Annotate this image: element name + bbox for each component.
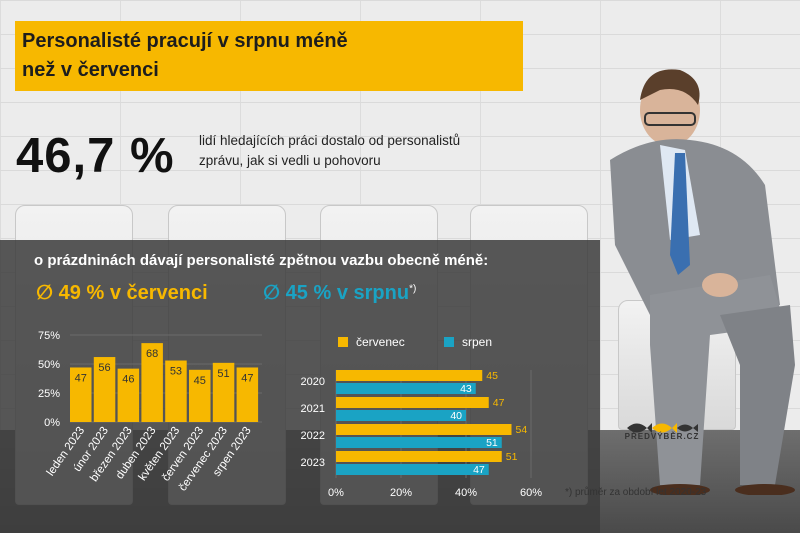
bar	[141, 343, 163, 422]
stat-text-line-1: lidí hledajících práci dostalo od person…	[199, 133, 461, 148]
y-category-label: 2022	[301, 430, 325, 442]
average-august-text: ∅ 45 % v srpnu	[263, 282, 410, 304]
bar	[336, 464, 489, 475]
y-category-label: 2023	[301, 457, 325, 469]
bar-value-label: 45	[194, 375, 206, 387]
stat-description: lidí hledajících práci dostalo od person…	[199, 131, 559, 171]
bar-value-label: 54	[516, 424, 528, 436]
bar	[70, 367, 92, 422]
bar	[336, 437, 502, 448]
x-tick-label: 60%	[520, 487, 542, 499]
businessman-photo	[610, 69, 795, 495]
stat-text-line-2: zprávu, jak si vedli u pohovoru	[199, 153, 381, 168]
bar	[117, 368, 140, 422]
bar-value-label: 46	[122, 374, 134, 386]
legend-label: červenec	[356, 335, 405, 349]
stat-value: 46,7 %	[16, 129, 175, 183]
footnote: *) průměr za období let 2020-23	[565, 487, 707, 498]
bar	[336, 383, 476, 394]
headline-line-2: než v červenci	[22, 59, 159, 81]
bar-value-label: 47	[473, 464, 485, 476]
bar-value-label: 47	[241, 372, 253, 384]
logo-fish-icon	[627, 423, 698, 433]
bar-value-label: 51	[217, 368, 229, 380]
x-tick-label: 40%	[455, 487, 477, 499]
bar-value-label: 68	[146, 348, 158, 360]
bar	[212, 362, 235, 422]
bar-value-label: 47	[75, 372, 87, 384]
bar	[236, 367, 259, 422]
logo-text: PŘEDVÝBĚR.CZ	[624, 432, 700, 441]
x-tick-label: 20%	[390, 487, 412, 499]
average-august: ∅ 45 % v srpnu*)	[263, 280, 416, 305]
footnote-mark: *)	[409, 283, 417, 295]
legend-swatch	[444, 337, 454, 347]
panel-subheading: o prázdninách dávají personalisté zpětno…	[34, 252, 489, 269]
bar	[336, 410, 466, 421]
y-tick-label: 50%	[38, 359, 60, 371]
bar-value-label: 51	[506, 451, 518, 463]
legend-swatch	[338, 337, 348, 347]
bar	[336, 424, 512, 435]
bar	[336, 451, 502, 462]
bar-value-label: 56	[98, 362, 110, 374]
y-tick-label: 75%	[38, 330, 60, 342]
y-tick-label: 0%	[44, 417, 60, 429]
bar	[189, 369, 211, 422]
headline-box	[15, 21, 523, 91]
bar-value-label: 47	[493, 397, 505, 409]
y-category-label: 2021	[301, 403, 325, 415]
y-category-label: 2020	[301, 376, 325, 388]
x-tick-label: 0%	[328, 487, 344, 499]
bar-value-label: 51	[486, 437, 498, 449]
bar	[336, 370, 483, 381]
bar	[336, 397, 489, 408]
bar-value-label: 45	[486, 370, 498, 382]
headline: Personalisté pracují v srpnu méně než v …	[22, 27, 492, 85]
bar-value-label: 40	[450, 410, 462, 422]
headline-line-1: Personalisté pracují v srpnu méně	[22, 30, 348, 52]
bar	[165, 360, 187, 422]
bar-value-label: 43	[460, 383, 472, 395]
legend-label: srpen	[462, 335, 492, 349]
average-july: ∅ 49 % v červenci	[36, 282, 208, 304]
bar	[93, 357, 116, 422]
y-tick-label: 25%	[38, 388, 60, 400]
bar-value-label: 53	[170, 366, 182, 378]
